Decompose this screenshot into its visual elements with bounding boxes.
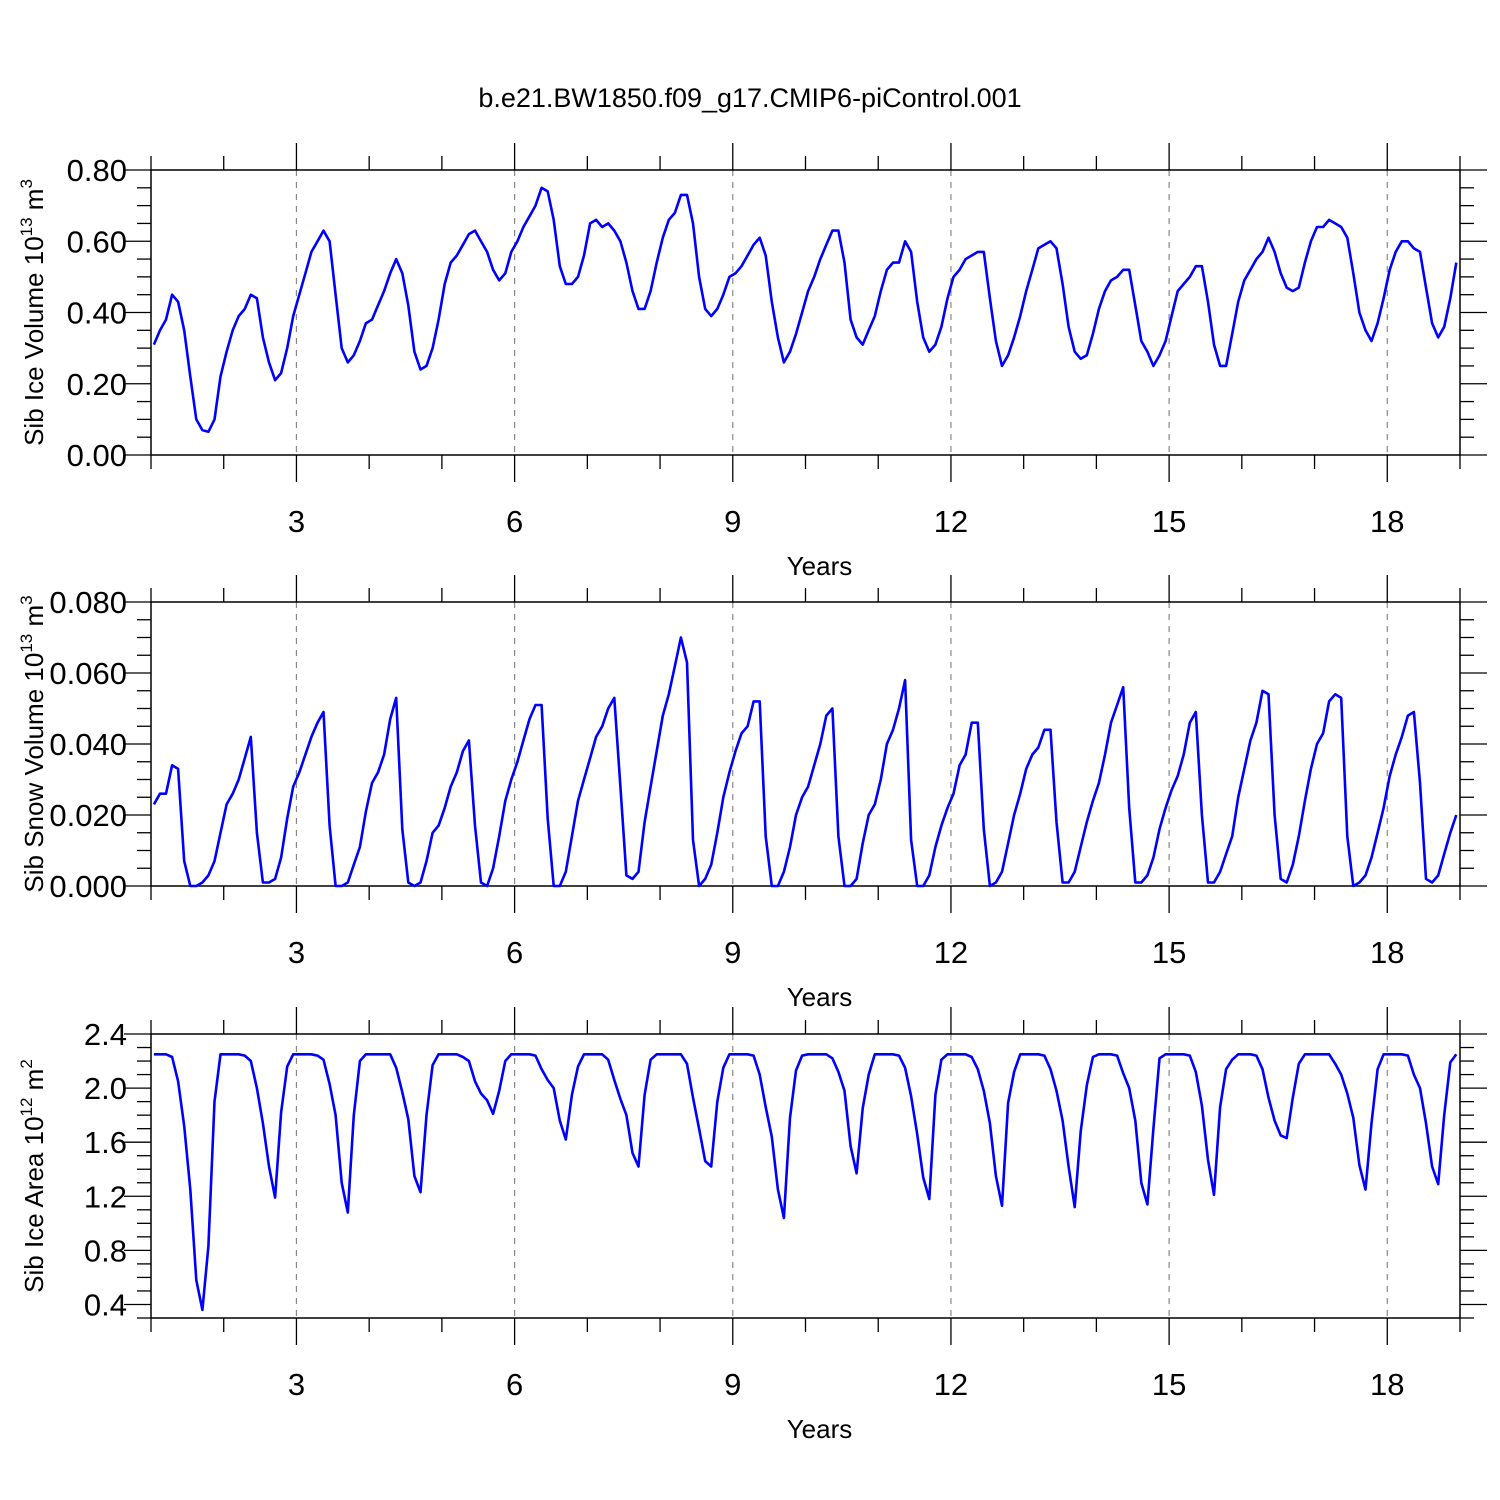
y-tick-label: 0.020 bbox=[49, 798, 127, 833]
panel-2: 0.000 0.020 0.040 0.060 0.080 3 6 9 12 15 18 Years S… bbox=[17, 575, 1487, 1012]
y-tick-label: 0.00 bbox=[67, 438, 127, 473]
x-tick-label: 12 bbox=[934, 504, 968, 539]
series-line bbox=[152, 636, 1458, 888]
y-tick-label: 1.2 bbox=[84, 1179, 127, 1214]
plot-frame bbox=[150, 169, 1461, 456]
y-axis-label-unit: m bbox=[19, 189, 49, 218]
x-tick-label: 6 bbox=[506, 935, 523, 970]
x-tick-label: 18 bbox=[1370, 935, 1404, 970]
y-tick-label: 1.6 bbox=[84, 1125, 127, 1160]
x-tick-label: 9 bbox=[724, 504, 741, 539]
x-tick-label: 6 bbox=[506, 1367, 523, 1402]
y-tick-label: 2.0 bbox=[84, 1071, 127, 1106]
y-axis-label: Sib Snow Volume 1013 m3 bbox=[17, 595, 49, 892]
y-tick-label: 0.040 bbox=[49, 727, 127, 762]
y-tick-label: 0.060 bbox=[49, 656, 127, 691]
x-tick-label: 6 bbox=[506, 504, 523, 539]
y-tick-label: 0.40 bbox=[67, 296, 127, 331]
y-axis-label-unit-exponent: 2 bbox=[17, 1059, 36, 1068]
x-tick-label: 3 bbox=[288, 1367, 305, 1402]
y-tick-label: 0.8 bbox=[84, 1233, 127, 1268]
y-axis-label-unit: m bbox=[19, 1069, 49, 1098]
y-axis-label: Sib Ice Area 1012 m2 bbox=[17, 1059, 49, 1293]
y-axis-label-exponent: 12 bbox=[17, 1098, 36, 1117]
y-axis-label: Sib Ice Volume 1013 m3 bbox=[17, 179, 49, 446]
y-axis-label-unit-exponent: 3 bbox=[17, 179, 36, 188]
chart-title: b.e21.BW1850.f09_g17.CMIP6-piControl.001 bbox=[478, 83, 1021, 113]
x-tick-label: 12 bbox=[934, 1367, 968, 1402]
x-tick-label: 3 bbox=[288, 504, 305, 539]
x-axis-label: Years bbox=[787, 982, 853, 1012]
series-line bbox=[153, 1053, 1458, 1312]
x-tick-label: 15 bbox=[1152, 504, 1186, 539]
x-tick-label: 12 bbox=[934, 935, 968, 970]
panel-3: 0.4 0.8 1.2 1.6 2.0 2.4 3 6 9 12 15 18 Years Sib Ice … bbox=[17, 1007, 1487, 1444]
x-tick-label: 15 bbox=[1152, 935, 1186, 970]
x-tick-label: 18 bbox=[1370, 504, 1404, 539]
series-line bbox=[152, 186, 1458, 434]
x-tick-label: 15 bbox=[1152, 1367, 1186, 1402]
y-axis-label-unit: m bbox=[19, 605, 49, 634]
x-tick-label: 18 bbox=[1370, 1367, 1404, 1402]
x-axis-label: Years bbox=[787, 551, 853, 581]
y-axis-label-exponent: 13 bbox=[17, 217, 36, 236]
x-tick-label: 3 bbox=[288, 935, 305, 970]
y-axis-label-text: Sib Snow Volume 10 bbox=[19, 653, 49, 893]
y-axis-label-text: Sib Ice Volume 10 bbox=[19, 236, 49, 446]
y-tick-label: 0.80 bbox=[67, 153, 127, 188]
y-tick-label: 2.4 bbox=[84, 1017, 127, 1052]
y-axis-label-exponent: 13 bbox=[17, 634, 36, 653]
x-tick-label: 9 bbox=[724, 935, 741, 970]
y-axis-label-text: Sib Ice Area 10 bbox=[19, 1116, 49, 1292]
y-tick-label: 0.60 bbox=[67, 224, 127, 259]
x-axis-label: Years bbox=[787, 1414, 853, 1444]
y-axis-label-unit-exponent: 3 bbox=[17, 595, 36, 604]
plot-frame bbox=[150, 601, 1461, 887]
y-tick-label: 0.080 bbox=[49, 585, 127, 620]
y-tick-label: 0.4 bbox=[84, 1287, 127, 1322]
y-tick-label: 0.20 bbox=[67, 367, 127, 402]
y-tick-label: 0.000 bbox=[49, 869, 127, 904]
panel-1: 0.00 0.20 0.40 0.60 0.80 3 6 9 12 15 18 Years Sib Ic… bbox=[17, 143, 1487, 581]
x-tick-label: 9 bbox=[724, 1367, 741, 1402]
